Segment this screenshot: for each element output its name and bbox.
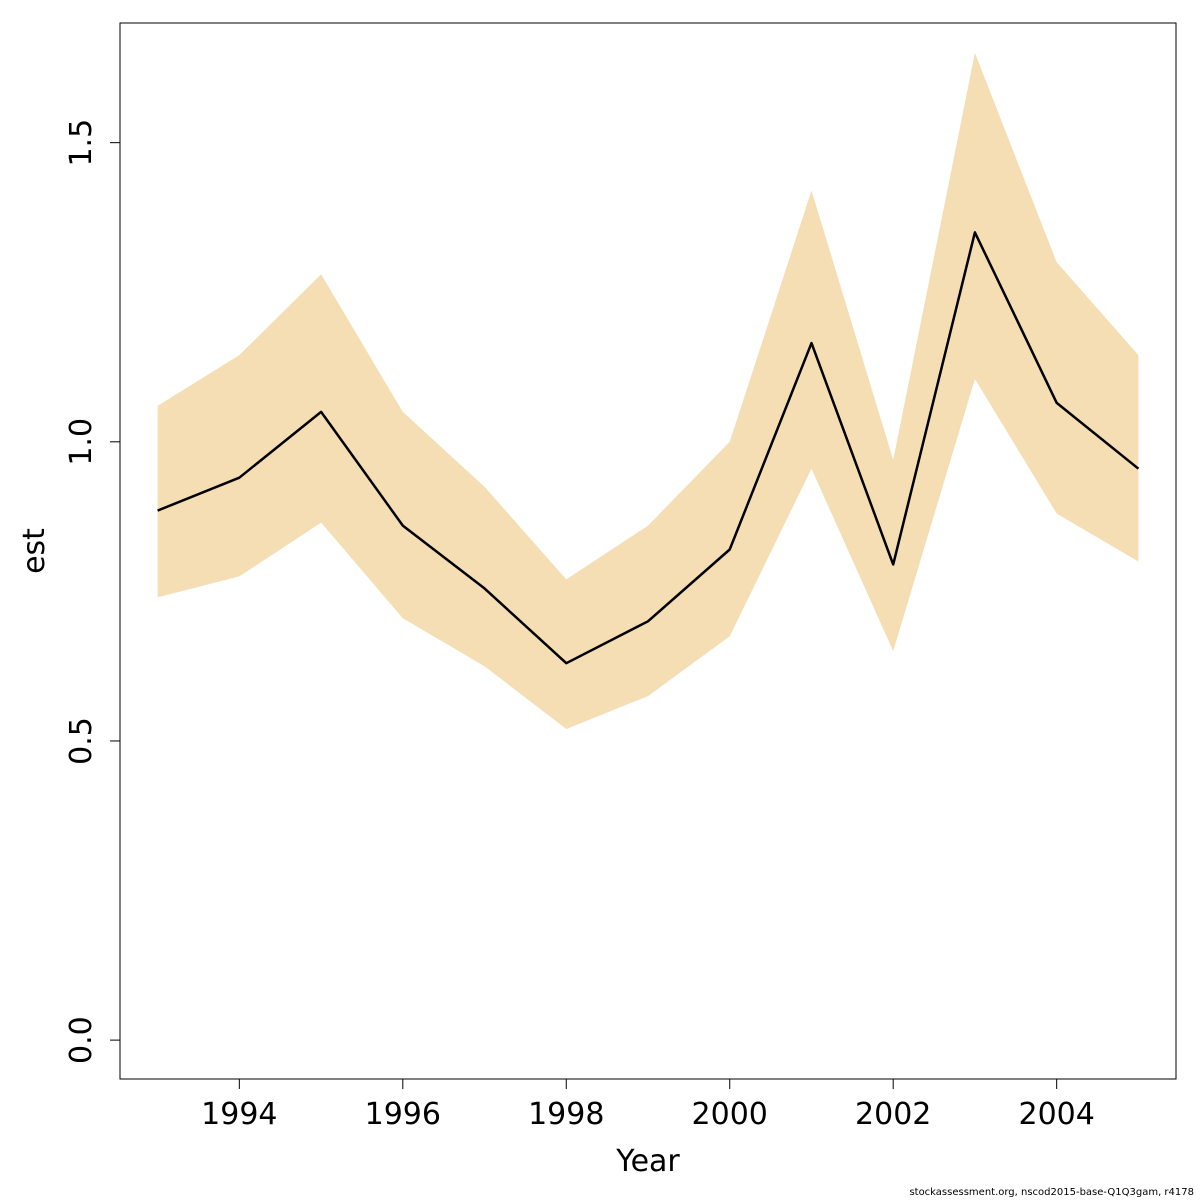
footer-note: stockassessment.org, nscod2015-base-Q1Q3… xyxy=(909,1187,1194,1198)
y-axis-title: est xyxy=(17,528,52,574)
x-tick-label-2002: 2002 xyxy=(855,1097,931,1132)
x-tick-label-1994: 1994 xyxy=(201,1097,277,1132)
x-tick-label-2000: 2000 xyxy=(692,1097,768,1132)
x-tick-label-1998: 1998 xyxy=(528,1097,604,1132)
y-tick-label-1.5: 1.5 xyxy=(64,119,99,167)
estimate-line-layer xyxy=(157,231,1140,665)
y-axis: 0.0 0.5 1.0 1.5 xyxy=(64,119,120,1064)
x-axis: 1994 1996 1998 2000 2002 2004 xyxy=(201,1079,1095,1132)
y-tick-label-0.5: 0.5 xyxy=(64,717,99,765)
x-tick-label-1996: 1996 xyxy=(365,1097,441,1132)
y-tick-label-1.0: 1.0 xyxy=(64,418,99,466)
x-tick-label-2004: 2004 xyxy=(1018,1097,1094,1132)
x-axis-title: Year xyxy=(615,1144,680,1179)
y-tick-label-0.0: 0.0 xyxy=(64,1016,99,1064)
estimate-line-0 xyxy=(157,231,1140,665)
plot-frame xyxy=(119,22,1177,1080)
